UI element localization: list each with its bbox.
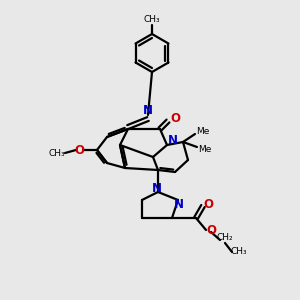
Text: CH₃: CH₃ xyxy=(49,149,65,158)
Text: Me: Me xyxy=(198,146,212,154)
Text: N: N xyxy=(152,182,162,194)
Text: O: O xyxy=(74,143,84,157)
Text: O: O xyxy=(206,224,216,236)
Text: N: N xyxy=(143,104,153,118)
Text: CH₃: CH₃ xyxy=(144,14,160,23)
Text: O: O xyxy=(170,112,180,125)
Text: CH₂: CH₂ xyxy=(217,232,233,242)
Text: Me: Me xyxy=(196,127,210,136)
Text: O: O xyxy=(203,199,213,212)
Text: N: N xyxy=(168,134,178,148)
Text: CH₃: CH₃ xyxy=(231,248,247,256)
Text: N: N xyxy=(174,197,184,211)
